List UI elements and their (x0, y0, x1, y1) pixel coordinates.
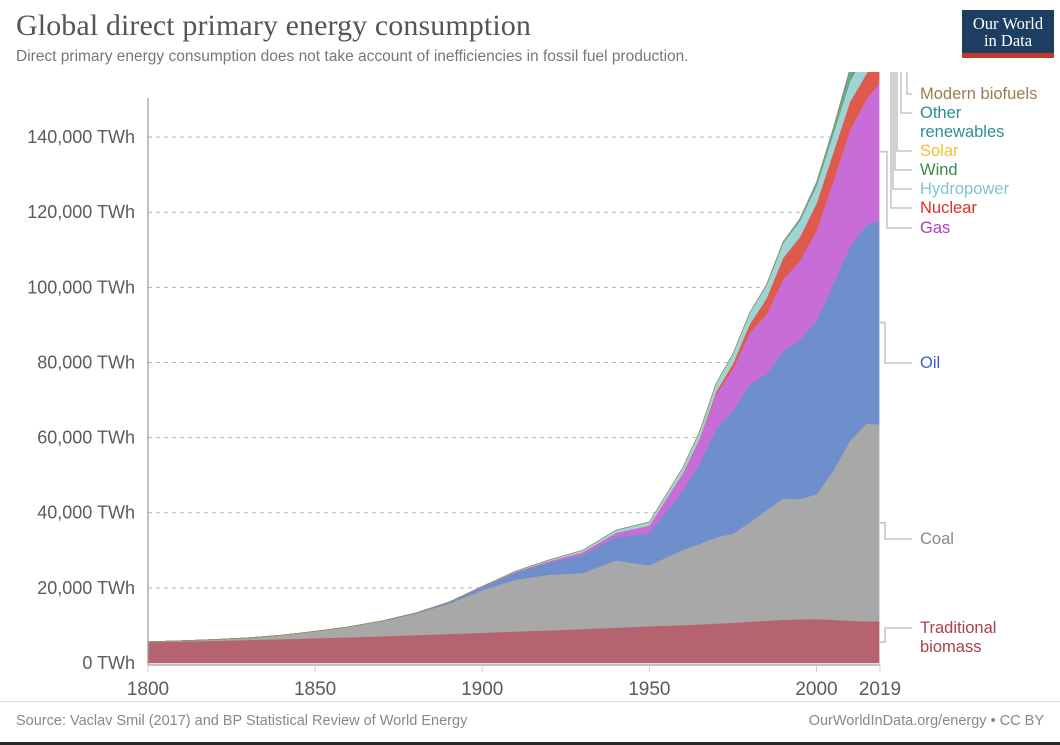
axis-group (147, 72, 881, 666)
y-tick-label: 80,000 TWh (37, 352, 135, 372)
legend-label-solar[interactable]: Solar (920, 142, 959, 160)
x-tick-label: 1850 (294, 679, 336, 700)
area-series-group[interactable] (147, 72, 881, 664)
legend-label-wind[interactable]: Wind (920, 161, 958, 179)
attribution-note[interactable]: OurWorldInData.org/energy • CC BY (808, 713, 1044, 729)
y-tick-label: 40,000 TWh (37, 503, 135, 523)
legend-label-oil[interactable]: Oil (920, 354, 940, 372)
leader-line-gas (880, 150, 912, 229)
leader-line-modern-biofuels (906, 72, 912, 95)
y-tick-label: 120,000 TWh (27, 202, 135, 222)
leader-line-oil (880, 321, 912, 364)
legend-label-hydropower[interactable]: Hydropower (920, 180, 1009, 198)
legend-label-traditional-biomass[interactable]: biomass (920, 638, 981, 656)
chart-footer: Source: Vaclav Smil (2017) and BP Statis… (0, 701, 1060, 745)
y-tick-label: 0 TWh (82, 653, 135, 673)
legend-label-gas[interactable]: Gas (920, 219, 950, 237)
chart-header: Global direct primary energy consumption… (16, 8, 1044, 70)
logo-line-2: in Data (983, 31, 1033, 50)
our-world-in-data-logo[interactable]: Our World in Data (962, 10, 1054, 58)
leader-line-hydropower (892, 72, 912, 190)
logo-line-1: Our World (972, 14, 1044, 33)
footer-bar (0, 742, 1060, 745)
chart-subtitle: Direct primary energy consumption does n… (16, 48, 689, 65)
y-tick-label: 60,000 TWh (37, 428, 135, 448)
x-tick-label: 2019 (859, 679, 901, 700)
legend-label-other-renewables[interactable]: renewables (920, 123, 1004, 141)
legend-label-traditional-biomass[interactable]: Traditional (920, 619, 996, 637)
legend-label-nuclear[interactable]: Nuclear (920, 199, 977, 217)
y-axis-ticks: 0 TWh 20,000 TWh 40,000 TWh 60,000 TWh 80,00… (27, 127, 135, 673)
leader-line-nuclear (890, 72, 912, 209)
inline-legend[interactable]: Modern biofuelsOtherrenewablesSolarWindH… (920, 85, 1037, 656)
page-title: Global direct primary energy consumption (16, 9, 531, 42)
legend-label-coal[interactable]: Coal (920, 530, 954, 548)
source-note: Source: Vaclav Smil (2017) and BP Statis… (16, 713, 468, 729)
leader-line-coal (880, 522, 912, 540)
x-tick-label: 2000 (795, 679, 837, 700)
leader-line-other-renewables (900, 72, 912, 114)
chart-plot-area: 0 TWh 20,000 TWh 40,000 TWh 60,000 TWh 80,00… (0, 72, 1060, 702)
leader-line-wind (894, 72, 912, 171)
x-tick-label: 1800 (127, 679, 169, 700)
stacked-area-chart[interactable]: 0 TWh 20,000 TWh 40,000 TWh 60,000 TWh 80,00… (0, 72, 1060, 702)
area-series-modern-biofuels[interactable] (147, 72, 880, 643)
legend-label-modern-biofuels[interactable]: Modern biofuels (920, 85, 1037, 103)
y-tick-label: 100,000 TWh (27, 277, 135, 297)
leader-line-traditional-biomass (880, 627, 912, 643)
y-tick-label: 20,000 TWh (37, 578, 135, 598)
x-tick-label: 1950 (628, 679, 670, 700)
legend-leader-lines (880, 72, 912, 643)
legend-label-other-renewables[interactable]: Other (920, 104, 962, 122)
y-tick-label: 140,000 TWh (27, 127, 135, 147)
leader-line-solar (896, 72, 912, 152)
x-axis-ticks: 1800 1850 1900 1950 2000 2019 (127, 665, 901, 700)
x-tick-label: 1900 (461, 679, 503, 700)
